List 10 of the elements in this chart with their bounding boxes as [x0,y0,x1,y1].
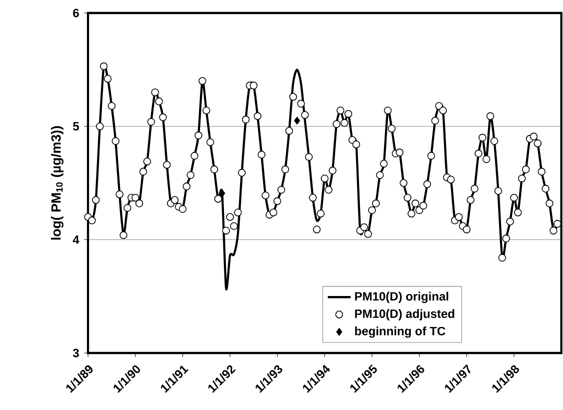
y-tick-label: 6 [73,8,79,18]
legend-label: PM10(D) original [355,292,448,304]
legend-label: PM10(D) adjusted [355,309,454,320]
y-tick-label: 5 [73,122,79,131]
y-tick-label: 4 [72,236,80,244]
y-tick-label: 3 [72,348,79,358]
point [219,189,226,198]
y-axis-title: log( PM$_{10}$ (µg/m3)) [50,126,64,240]
legend-label: beginning of TC [355,326,446,338]
point [294,116,300,125]
